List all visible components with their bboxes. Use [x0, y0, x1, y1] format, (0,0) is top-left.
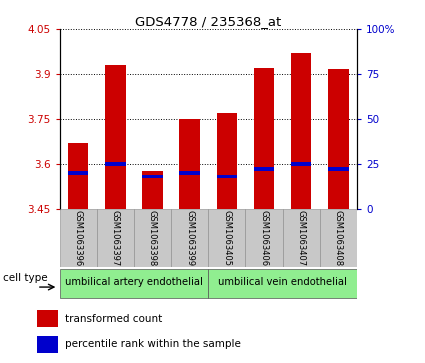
- Bar: [291, 162, 312, 166]
- Bar: [254, 167, 274, 171]
- Text: transformed count: transformed count: [65, 314, 162, 323]
- FancyBboxPatch shape: [37, 336, 57, 353]
- Text: GSM1063398: GSM1063398: [148, 211, 157, 267]
- Text: umbilical vein endothelial: umbilical vein endothelial: [218, 277, 347, 287]
- Bar: [217, 113, 237, 209]
- Bar: [105, 162, 125, 166]
- FancyBboxPatch shape: [134, 209, 171, 267]
- Text: GSM1063408: GSM1063408: [334, 211, 343, 266]
- Text: GSM1063396: GSM1063396: [74, 211, 82, 267]
- Text: GSM1063405: GSM1063405: [222, 211, 231, 266]
- Bar: [217, 175, 237, 178]
- FancyBboxPatch shape: [171, 209, 208, 267]
- Bar: [179, 119, 200, 209]
- FancyBboxPatch shape: [96, 209, 134, 267]
- FancyBboxPatch shape: [208, 209, 245, 267]
- FancyBboxPatch shape: [37, 310, 57, 327]
- FancyBboxPatch shape: [208, 269, 357, 298]
- Bar: [291, 53, 312, 209]
- FancyBboxPatch shape: [283, 209, 320, 267]
- Text: percentile rank within the sample: percentile rank within the sample: [65, 339, 241, 350]
- Bar: [142, 175, 163, 178]
- Text: GSM1063406: GSM1063406: [260, 211, 269, 266]
- Bar: [328, 69, 348, 209]
- Bar: [328, 167, 348, 171]
- Bar: [68, 171, 88, 175]
- FancyBboxPatch shape: [60, 209, 96, 267]
- Title: GDS4778 / 235368_at: GDS4778 / 235368_at: [135, 15, 281, 28]
- FancyBboxPatch shape: [245, 209, 283, 267]
- Bar: [142, 171, 163, 209]
- Bar: [105, 65, 125, 209]
- FancyBboxPatch shape: [320, 209, 357, 267]
- Text: GSM1063397: GSM1063397: [111, 211, 120, 267]
- FancyBboxPatch shape: [60, 269, 208, 298]
- Text: umbilical artery endothelial: umbilical artery endothelial: [65, 277, 203, 287]
- Text: cell type: cell type: [3, 273, 48, 283]
- Bar: [68, 143, 88, 209]
- Text: GSM1063407: GSM1063407: [297, 211, 306, 266]
- Bar: [179, 171, 200, 175]
- Text: GSM1063399: GSM1063399: [185, 211, 194, 266]
- Bar: [254, 68, 274, 209]
